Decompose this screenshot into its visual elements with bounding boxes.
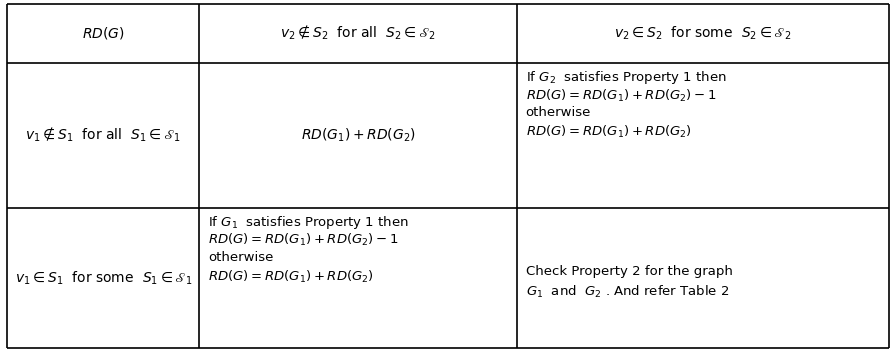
Text: If $G_2$  satisfies Property 1 then: If $G_2$ satisfies Property 1 then — [526, 69, 727, 86]
Text: otherwise: otherwise — [209, 251, 273, 264]
Text: $v_2 \in S_2\ \ \mathrm{for\ some}\ \ S_2 \in \mathscr{S}_2$: $v_2 \in S_2\ \ \mathrm{for\ some}\ \ S_… — [614, 25, 791, 42]
Text: $\mathit{RD}(G)=\mathit{RD}(G_1)+\mathit{RD}(G_2)-1$: $\mathit{RD}(G)=\mathit{RD}(G_1)+\mathit… — [526, 88, 716, 103]
Text: otherwise: otherwise — [526, 106, 591, 119]
Text: $\mathit{RD}(G)=\mathit{RD}(G_1)+\mathit{RD}(G_2)-1$: $\mathit{RD}(G)=\mathit{RD}(G_1)+\mathit… — [209, 232, 399, 249]
Text: $G_1$  and  $G_2$ . And refer Table 2: $G_1$ and $G_2$ . And refer Table 2 — [526, 284, 729, 300]
Text: $\mathit{RD}(G_1)+\mathit{RD}(G_2)$: $\mathit{RD}(G_1)+\mathit{RD}(G_2)$ — [301, 127, 416, 144]
Text: $v_1 \in S_1\ \ \mathrm{for\ some}\ \ S_1 \in \mathscr{S}_1$: $v_1 \in S_1\ \ \mathrm{for\ some}\ \ S_… — [14, 269, 192, 287]
Text: $v_2 \notin S_2\ \ \mathrm{for\ all}\ \ S_2 \in \mathscr{S}_2$: $v_2 \notin S_2\ \ \mathrm{for\ all}\ \ … — [280, 24, 436, 42]
Text: $\mathit{RD}(G)=\mathit{RD}(G_1)+\mathit{RD}(G_2)$: $\mathit{RD}(G)=\mathit{RD}(G_1)+\mathit… — [209, 269, 375, 285]
Text: $v_1 \notin S_1\ \ \mathrm{for\ all}\ \ S_1 \in \mathscr{S}_1$: $v_1 \notin S_1\ \ \mathrm{for\ all}\ \ … — [25, 126, 181, 144]
Text: If $G_1$  satisfies Property 1 then: If $G_1$ satisfies Property 1 then — [209, 214, 409, 231]
Text: $\mathit{RD}(G)$: $\mathit{RD}(G)$ — [82, 25, 125, 41]
Text: Check Property 2 for the graph: Check Property 2 for the graph — [526, 265, 733, 278]
Text: $\mathit{RD}(G)=\mathit{RD}(G_1)+\mathit{RD}(G_2)$: $\mathit{RD}(G)=\mathit{RD}(G_1)+\mathit… — [526, 124, 692, 140]
